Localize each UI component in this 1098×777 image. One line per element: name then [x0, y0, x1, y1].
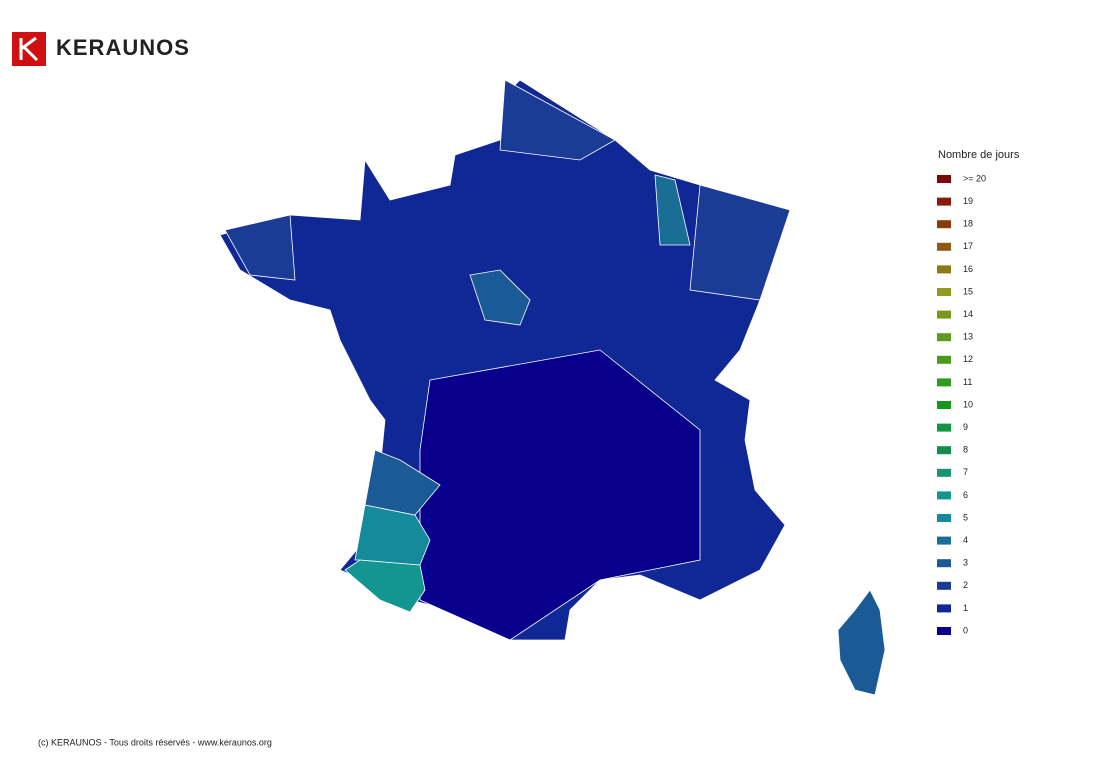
legend-swatch	[937, 288, 951, 296]
legend-label: >= 20	[963, 173, 986, 183]
legend-label: 3	[963, 558, 968, 568]
legend-label: 19	[963, 196, 973, 206]
legend-label: 15	[963, 286, 973, 296]
footer: (c) KERAUNOS - Tous droits réservés - ww…	[38, 737, 272, 747]
legend-swatch	[937, 197, 951, 206]
legend-swatch	[937, 627, 951, 635]
department-area	[364, 449, 441, 516]
legend-swatch	[937, 175, 951, 183]
legend-swatch	[937, 378, 951, 387]
department-area	[344, 559, 426, 613]
logo-mark	[12, 32, 46, 66]
legend-swatch	[937, 310, 951, 319]
legend-label: 4	[963, 535, 968, 545]
legend-label: 14	[963, 309, 973, 319]
legend-label: 6	[963, 490, 968, 500]
legend-swatch	[937, 536, 951, 545]
legend-swatch	[937, 355, 951, 364]
legend-title: Nombre de jours	[938, 149, 1020, 161]
legend-swatch	[937, 491, 951, 500]
legend-swatch	[937, 446, 951, 455]
legend-swatch	[937, 559, 951, 568]
department-area	[837, 589, 886, 696]
legend-label: 5	[963, 512, 968, 522]
legend-label: 12	[963, 354, 973, 364]
logo-glyph	[19, 36, 39, 62]
legend-label: 11	[963, 377, 972, 387]
legend-swatch	[937, 514, 951, 522]
legend-swatch	[937, 468, 951, 477]
legend-label: 9	[963, 422, 968, 432]
legend-swatch	[937, 401, 951, 409]
brand: KERAUNOS	[56, 35, 190, 60]
department-area	[654, 174, 691, 246]
legend-swatch	[937, 604, 951, 613]
legend-label: 13	[963, 332, 973, 342]
legend-label: 8	[963, 445, 968, 455]
legend-label: 17	[963, 241, 973, 251]
department-area	[499, 79, 616, 161]
legend-label: 7	[963, 467, 968, 477]
legend-swatch	[937, 220, 951, 229]
legend-swatch	[937, 242, 951, 251]
department-area	[689, 184, 791, 301]
legend-swatch	[937, 423, 951, 432]
legend-label: 2	[963, 580, 968, 590]
department-area	[469, 269, 531, 326]
legend-swatch	[937, 265, 951, 274]
department-area	[224, 214, 296, 281]
legend-swatch	[937, 581, 951, 590]
legend-swatch	[937, 333, 951, 342]
legend-label: 18	[963, 219, 973, 229]
legend-label: 10	[963, 399, 973, 409]
legend-label: 16	[963, 264, 973, 274]
map	[219, 79, 886, 696]
legend-label: 1	[963, 603, 968, 613]
legend-label: 0	[963, 625, 968, 635]
